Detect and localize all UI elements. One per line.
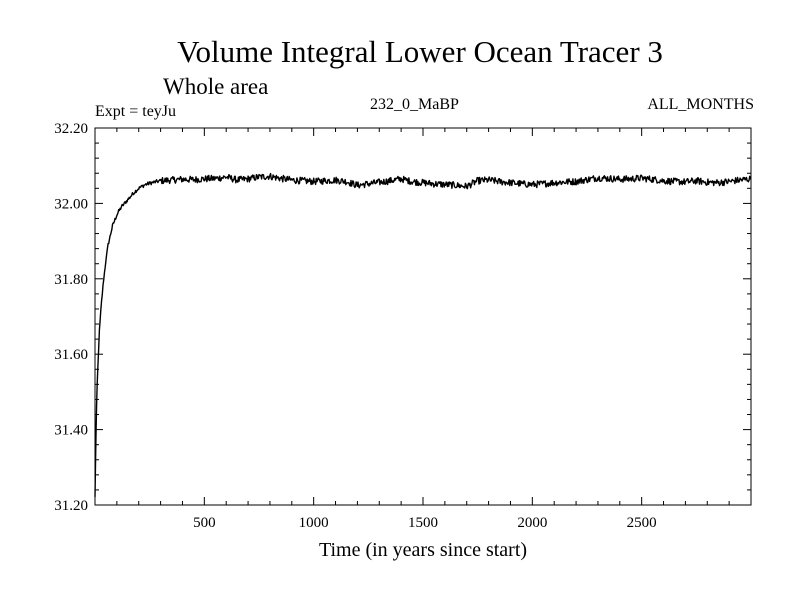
chart-subtitle: Whole area (163, 74, 269, 99)
x-tick-label: 1500 (408, 515, 438, 531)
x-axis-label: Time (in years since start) (319, 539, 527, 561)
series-line (94, 172, 752, 497)
plot-frame (94, 127, 752, 506)
x-tick-label: 2000 (517, 515, 547, 531)
y-tick-label: 31.60 (54, 347, 88, 363)
x-tick-label: 2500 (627, 515, 657, 531)
x-tick-label: 500 (193, 515, 216, 531)
y-tick-label: 32.20 (54, 121, 88, 137)
period-label: 232_0_MaBP (370, 96, 459, 113)
y-tick-label: 31.40 (54, 423, 88, 439)
x-tick-labels: 500 1000 1500 2000 2500 (193, 515, 657, 531)
experiment-label: Expt = teyJu (95, 103, 177, 120)
axis-ticks (95, 128, 751, 505)
y-tick-label: 31.80 (54, 272, 88, 288)
chart-title: Volume Integral Lower Ocean Tracer 3 (177, 34, 663, 69)
months-label: ALL_MONTHS (647, 96, 754, 113)
y-tick-label: 32.00 (54, 196, 88, 212)
y-tick-labels: 31.20 31.40 31.60 31.80 32.00 32.20 (54, 121, 88, 514)
y-tick-label: 31.20 (54, 498, 88, 514)
x-tick-label: 1000 (299, 515, 329, 531)
